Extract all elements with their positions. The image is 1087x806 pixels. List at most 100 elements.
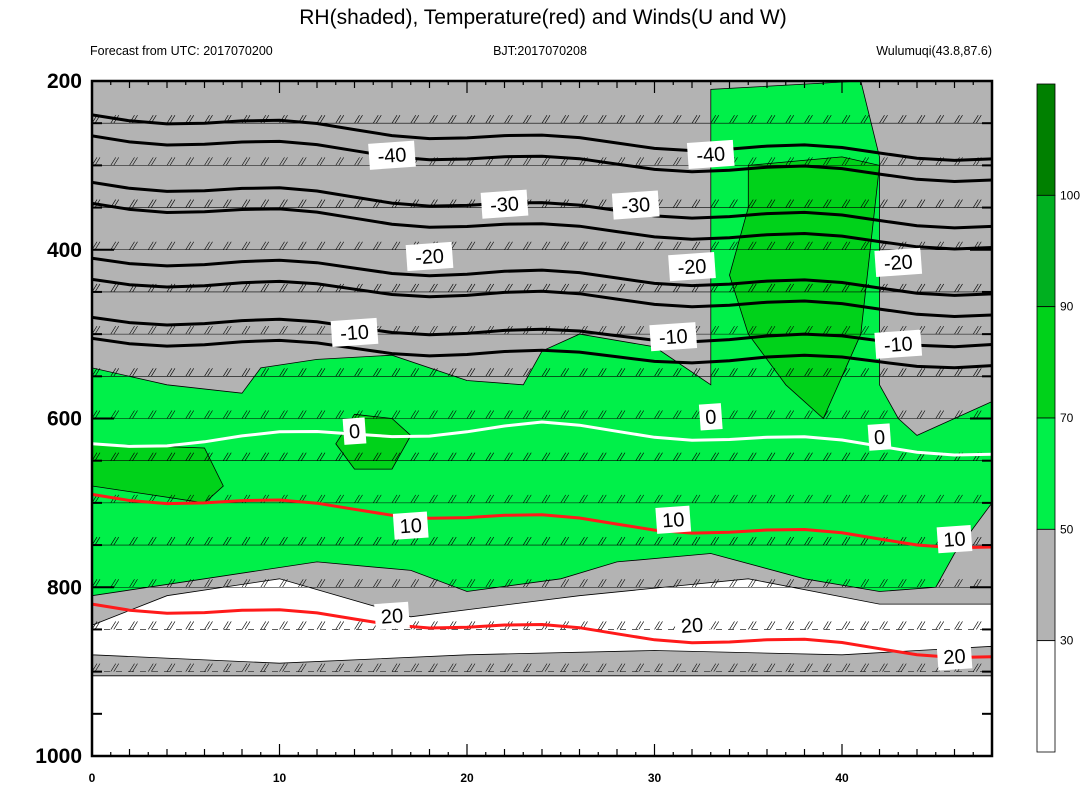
wind-barb bbox=[485, 663, 492, 672]
wind-barb bbox=[657, 621, 663, 630]
wind-barb bbox=[207, 621, 213, 630]
wind-barb bbox=[207, 452, 213, 461]
wind-barb bbox=[260, 325, 267, 335]
wind-barb bbox=[841, 283, 848, 293]
wind-barb bbox=[972, 621, 979, 630]
wind-barb bbox=[995, 495, 1000, 503]
wind-barb bbox=[319, 115, 326, 124]
wind-barb bbox=[995, 411, 1000, 419]
wind-barb bbox=[207, 157, 213, 166]
wind-barb bbox=[616, 494, 623, 504]
wind-barb bbox=[804, 368, 810, 377]
contour-label: -20 bbox=[883, 251, 913, 275]
wind-barb bbox=[654, 579, 660, 588]
wind-barb bbox=[785, 241, 792, 250]
wind-barb bbox=[147, 157, 154, 166]
wind-barb bbox=[544, 579, 551, 588]
wind-barb bbox=[166, 115, 173, 124]
wind-barb bbox=[582, 368, 588, 377]
wind-barb bbox=[785, 494, 792, 504]
wind-barb bbox=[938, 579, 945, 588]
wind-barb bbox=[263, 621, 270, 630]
wind-barb bbox=[713, 241, 720, 250]
wind-barb bbox=[916, 368, 923, 377]
wind-barb bbox=[844, 325, 851, 335]
wind-barb bbox=[241, 663, 248, 672]
wind-barb bbox=[225, 579, 232, 588]
wind-barb bbox=[469, 452, 476, 461]
wind-barb bbox=[225, 368, 232, 377]
contour-label: 0 bbox=[705, 406, 718, 429]
wind-barb bbox=[694, 115, 701, 124]
wind-barb bbox=[504, 579, 510, 588]
wind-barb bbox=[747, 410, 754, 419]
contour-label-box bbox=[867, 423, 892, 451]
y-tick-label: 1000 bbox=[35, 745, 82, 768]
wind-barb bbox=[863, 325, 870, 335]
wind-barb bbox=[316, 199, 323, 208]
colorbar: 100 90 70 50 30 bbox=[1036, 83, 1080, 753]
wind-barb bbox=[938, 410, 945, 419]
wind-barb bbox=[863, 199, 870, 208]
wind-barb bbox=[188, 410, 195, 419]
wind-barb bbox=[354, 494, 360, 504]
wind-barb bbox=[919, 579, 926, 588]
wind-barb bbox=[672, 199, 679, 208]
wind-barb bbox=[410, 452, 417, 461]
wind-barb bbox=[94, 241, 101, 250]
wind-barb bbox=[732, 241, 738, 250]
chart-title: RH(shaded), Temperature(red) and Winds(U… bbox=[299, 6, 786, 29]
wind-barb bbox=[522, 410, 529, 419]
wind-barb bbox=[600, 663, 607, 672]
wind-barb bbox=[694, 579, 701, 588]
wind-barb bbox=[244, 663, 251, 672]
wind-barb bbox=[860, 368, 867, 377]
wind-barb bbox=[919, 115, 926, 124]
wind-barb bbox=[488, 410, 495, 419]
wind-barb bbox=[563, 368, 570, 377]
wind-barb bbox=[244, 241, 251, 250]
wind-barb bbox=[129, 199, 135, 208]
wind-barb bbox=[804, 157, 810, 166]
wind-barb bbox=[241, 325, 248, 335]
wind-barb bbox=[563, 663, 570, 672]
wind-barb bbox=[860, 157, 867, 166]
wind-barb bbox=[485, 241, 492, 250]
x-tick-label: 0 bbox=[89, 771, 96, 785]
wind-barb bbox=[747, 283, 754, 293]
wind-barb bbox=[822, 536, 829, 546]
wind-barb bbox=[900, 410, 907, 419]
wind-barb bbox=[788, 536, 795, 546]
wind-barb bbox=[129, 536, 135, 546]
wind-barb bbox=[241, 368, 248, 377]
wind-barb bbox=[300, 199, 307, 208]
wind-barb bbox=[225, 325, 232, 335]
wind-barb bbox=[750, 663, 757, 672]
wind-barb bbox=[432, 283, 438, 293]
wind-barb bbox=[672, 579, 679, 588]
wind-barb bbox=[882, 410, 888, 419]
wind-barb bbox=[788, 452, 795, 461]
wind-barb bbox=[94, 621, 101, 630]
wind-barb bbox=[675, 157, 682, 166]
wind-barb bbox=[860, 325, 867, 335]
wind-barb bbox=[466, 536, 473, 546]
wind-barb bbox=[654, 536, 660, 546]
wind-barb bbox=[729, 621, 735, 630]
wind-barb bbox=[691, 410, 698, 419]
wind-barb bbox=[860, 410, 867, 419]
wind-barb bbox=[863, 452, 870, 461]
wind-barb bbox=[825, 157, 832, 166]
wind-barb bbox=[672, 410, 679, 419]
wind-barb bbox=[391, 452, 398, 461]
wind-barb bbox=[582, 410, 588, 419]
wind-barb bbox=[300, 368, 307, 377]
wind-barb bbox=[638, 410, 645, 419]
wind-barb bbox=[488, 452, 495, 461]
wind-barb bbox=[654, 241, 660, 250]
wind-barb bbox=[597, 115, 604, 124]
wind-barb bbox=[616, 115, 623, 124]
wind-barb bbox=[919, 494, 926, 504]
wind-barb bbox=[394, 494, 401, 504]
wind-barb bbox=[935, 579, 942, 588]
